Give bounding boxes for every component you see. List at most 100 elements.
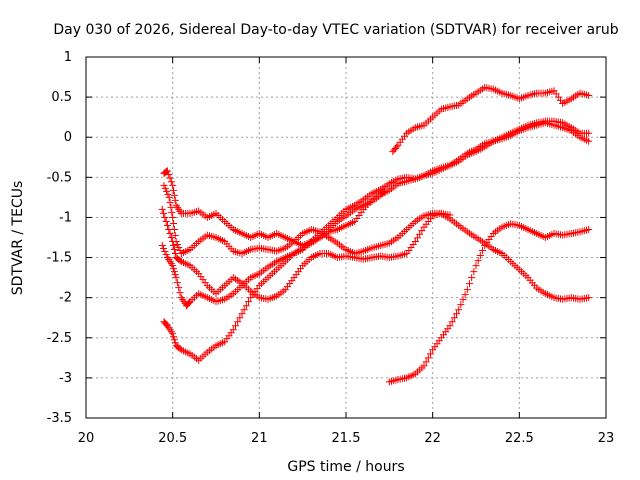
data-point	[585, 225, 593, 233]
data-point	[393, 143, 401, 151]
y-tick-label: -2	[59, 291, 72, 306]
data-point	[585, 137, 593, 145]
data-point	[170, 219, 178, 227]
data-point	[170, 246, 178, 254]
data-point	[474, 257, 482, 265]
data-point	[448, 318, 456, 326]
data-point	[160, 245, 168, 253]
data-point	[168, 208, 176, 216]
data-point	[161, 248, 169, 256]
data-point	[175, 284, 183, 292]
data-point	[416, 230, 424, 238]
data-point	[457, 301, 465, 309]
data-point	[166, 198, 174, 206]
x-tick-label: 22.5	[505, 431, 534, 446]
data-point	[169, 213, 177, 221]
data-point	[170, 268, 178, 276]
data-point	[171, 231, 179, 239]
x-tick-label: 21	[251, 431, 268, 446]
data-point	[238, 310, 246, 318]
data-point	[162, 217, 170, 225]
data-point	[170, 336, 178, 344]
data-point	[446, 322, 454, 330]
data-point	[466, 280, 473, 288]
x-tick-label: 21.5	[332, 431, 361, 446]
data-point	[173, 241, 181, 249]
data-point	[459, 296, 467, 304]
data-point	[169, 238, 177, 246]
data-point	[171, 339, 179, 347]
data-point	[468, 274, 476, 282]
data-point	[450, 314, 458, 322]
data-point	[585, 129, 593, 137]
tick-labels: 20 20.5 21 21.5 22 22.5 23 -3.5 -3 -2.5 -2 -1.5 -1 -0…	[47, 50, 615, 446]
data-point	[476, 252, 484, 260]
data-point	[240, 306, 248, 314]
series-track-3	[158, 205, 454, 303]
data-point	[170, 265, 178, 273]
data-point	[422, 358, 430, 366]
data-point	[472, 262, 480, 270]
data-point	[414, 234, 421, 242]
data-point	[164, 190, 172, 198]
data-point	[420, 362, 428, 370]
x-tick-label: 20.5	[158, 431, 187, 446]
x-tick-label: 23	[598, 431, 615, 446]
x-axis-label: GPS time / hours	[287, 459, 404, 475]
data-point	[160, 181, 168, 189]
data-point	[167, 203, 175, 211]
data-point	[165, 193, 173, 201]
data-point	[470, 268, 478, 276]
data-point	[169, 181, 177, 189]
data-point	[453, 310, 460, 318]
y-tick-label: 0	[64, 130, 72, 145]
y-tick-label: 1	[64, 50, 72, 65]
data-point	[158, 242, 166, 250]
data-point	[170, 242, 178, 250]
data-point	[161, 213, 169, 221]
data-point	[446, 211, 454, 219]
data-point	[461, 291, 469, 299]
data-point	[185, 299, 193, 307]
data-point	[175, 244, 183, 252]
data-point	[455, 306, 463, 314]
data-point	[242, 302, 250, 310]
data-point	[158, 205, 166, 213]
data-point	[169, 262, 177, 270]
data-point	[229, 326, 237, 334]
plot-frame	[85, 56, 607, 419]
y-tick-label: -3	[59, 371, 72, 386]
data-point	[162, 251, 170, 259]
data-point	[167, 178, 175, 186]
data-point	[170, 333, 178, 341]
data-point	[418, 227, 426, 235]
y-tick-label: -2.5	[47, 331, 72, 346]
data-point	[171, 250, 179, 258]
data-point	[160, 209, 168, 217]
data-point	[427, 350, 434, 358]
y-tick-label: -1	[59, 210, 72, 225]
series-track-2	[160, 181, 593, 303]
data-point	[163, 187, 171, 195]
y-tick-label: -0.5	[47, 170, 72, 185]
data-point	[163, 221, 171, 229]
series-track-5	[160, 117, 593, 364]
data-point	[479, 247, 486, 255]
data-point	[245, 298, 252, 306]
data-point	[163, 167, 171, 175]
data-point	[161, 184, 169, 192]
data-point	[236, 314, 244, 322]
data-point	[232, 322, 239, 330]
data-point	[585, 92, 593, 100]
data-point	[172, 274, 180, 282]
data-point	[463, 286, 471, 294]
y-axis-label: SDTVAR / TECUs	[10, 181, 26, 296]
data-point	[165, 171, 173, 179]
y-tick-label: -1.5	[47, 251, 72, 266]
data-point	[411, 238, 419, 246]
y-tick-label: 0.5	[51, 90, 72, 105]
data-point	[585, 294, 593, 302]
data-point	[166, 174, 174, 182]
series-track-7	[389, 83, 593, 156]
